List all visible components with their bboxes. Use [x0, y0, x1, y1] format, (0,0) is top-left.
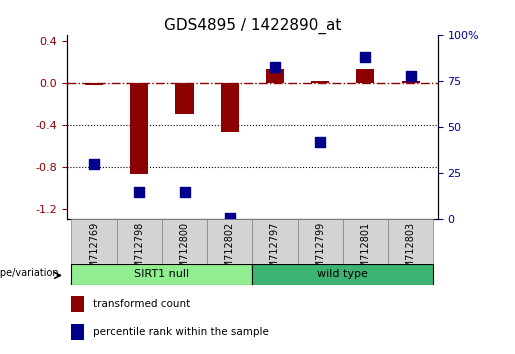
Bar [117, 219, 162, 264]
Text: transformed count: transformed count [93, 299, 190, 309]
Bar [71, 296, 83, 312]
Bar [311, 81, 329, 83]
Point [316, 139, 324, 145]
Bar [388, 219, 433, 264]
Text: GSM712769: GSM712769 [89, 222, 99, 281]
Bar [343, 219, 388, 264]
Bar [71, 324, 83, 340]
Bar [207, 219, 252, 264]
Point [406, 73, 415, 79]
Bar [221, 83, 239, 132]
Bar [266, 69, 284, 83]
Text: GSM712802: GSM712802 [225, 222, 235, 281]
Text: GSM712798: GSM712798 [134, 222, 144, 281]
Point [180, 189, 188, 195]
Bar [252, 264, 433, 285]
Text: GSM712803: GSM712803 [406, 222, 416, 281]
Bar [85, 83, 103, 85]
Bar [130, 83, 148, 174]
Text: GSM712797: GSM712797 [270, 222, 280, 281]
Bar [402, 81, 420, 83]
Bar [298, 219, 343, 264]
Point [271, 64, 279, 69]
Bar [356, 69, 374, 83]
Point [226, 215, 234, 221]
Text: GSM712799: GSM712799 [315, 222, 325, 281]
Title: GDS4895 / 1422890_at: GDS4895 / 1422890_at [164, 18, 341, 34]
Point [135, 189, 143, 195]
Text: GSM712801: GSM712801 [360, 222, 370, 281]
Text: percentile rank within the sample: percentile rank within the sample [93, 327, 269, 337]
Text: SIRT1 null: SIRT1 null [134, 269, 190, 279]
Point [362, 55, 370, 60]
Bar [72, 219, 117, 264]
Point [90, 161, 98, 167]
Bar [252, 219, 298, 264]
Text: genotype/variation: genotype/variation [0, 268, 59, 278]
Bar [72, 264, 252, 285]
Bar [162, 219, 207, 264]
Bar [176, 83, 194, 114]
Text: wild type: wild type [317, 269, 368, 279]
Text: GSM712800: GSM712800 [180, 222, 190, 281]
